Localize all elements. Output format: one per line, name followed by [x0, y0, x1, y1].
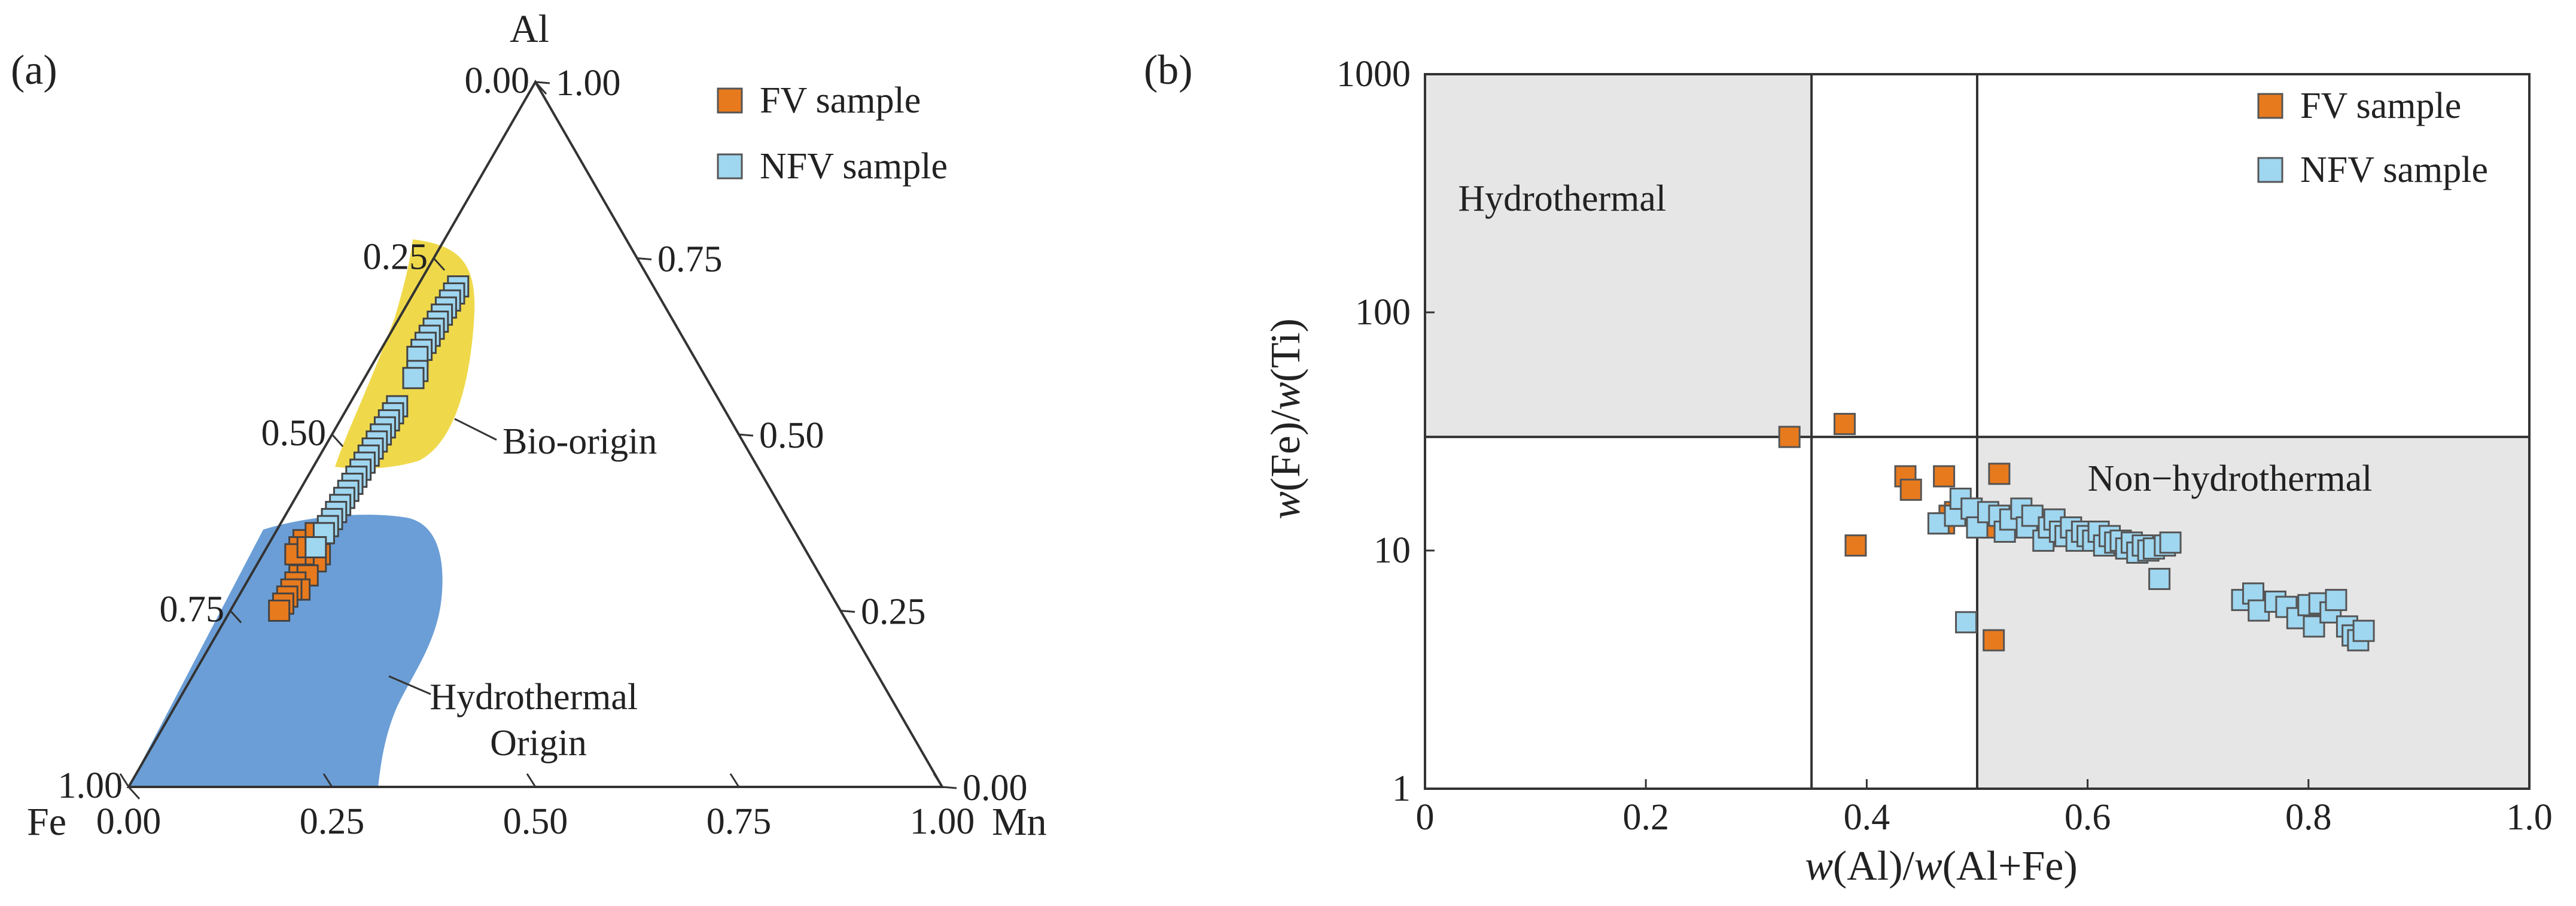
- hydrothermal-origin-label: Hydrothermal Origin: [430, 677, 647, 764]
- legend-a-nfv-marker: [717, 153, 743, 180]
- nfv-sample-point: [402, 367, 425, 390]
- bio-origin-leader-line: [454, 418, 497, 441]
- ternary-panel: (a) 0.00 0.25 0.50 0.75 1.00 1.00 0.75 0.50 0.25…: [11, 7, 1047, 844]
- y-tick-label: 1: [1392, 768, 1411, 809]
- plot-frame: [1424, 73, 2531, 790]
- bio-origin-label: Bio-origin: [503, 421, 657, 462]
- nfv-sample-point: [2148, 567, 2171, 590]
- ternary-left-tick: [433, 257, 446, 271]
- hydrothermal-origin-label-line-1: Hydrothermal: [430, 677, 638, 717]
- x-tick-label: 0.4: [1844, 797, 1890, 838]
- ternary-left-tick-label: 0.50: [261, 413, 327, 454]
- nfv-sample-point: [2352, 619, 2375, 642]
- ternary-bottom-tick: [322, 773, 333, 788]
- ternary-right-tick-label: 0.25: [861, 592, 926, 633]
- ternary-bottom-tick: [933, 773, 943, 788]
- ternary-right-tick-label: 1.00: [556, 63, 621, 104]
- panel-b-label: (b): [1144, 47, 1193, 93]
- x-tick-label: 0.6: [2065, 797, 2111, 838]
- ternary-right-tick: [738, 433, 754, 437]
- vertex-label-al: Al: [510, 7, 549, 51]
- ternary-left-tick-label: 0.75: [160, 589, 225, 630]
- vertex-label-fe: Fe: [27, 800, 66, 844]
- legend-b-fv-marker: [2257, 93, 2283, 119]
- fv-sample-point: [1983, 629, 2005, 652]
- hydrothermal-field: [1425, 74, 1812, 437]
- fv-sample-point: [1933, 465, 1956, 488]
- y-axis-title: w(Fe)/w(Ti): [1263, 318, 1309, 519]
- ternary-right-tick-label: 0.75: [657, 239, 723, 280]
- fv-sample-point: [1778, 425, 1801, 448]
- nfv-sample-point: [2325, 589, 2347, 612]
- ternary-bottom-tick: [526, 773, 537, 788]
- ternary-points: [268, 275, 470, 622]
- ternary-left-tick-label: 1.00: [58, 765, 123, 806]
- ternary-right-tick: [942, 786, 957, 789]
- scatter-legend: FV sample NFV sample: [2257, 86, 2488, 190]
- fv-sample-point: [268, 600, 291, 622]
- ternary-bottom-tick-label: 0.50: [503, 801, 568, 842]
- nfv-sample-point: [2248, 599, 2270, 622]
- ternary-left-tick-label: 0.25: [363, 237, 428, 278]
- ternary-legend: FV sample NFV sample: [717, 80, 948, 187]
- scatter-points: [1778, 412, 2375, 652]
- scatter-panel: (b) 0 0.2 0.4 0.6 0.8 1.0 1 10 100 1000 Hydrother…: [1144, 47, 2553, 889]
- ternary-left-tick: [331, 433, 344, 448]
- fv-sample-point: [1844, 534, 1867, 557]
- legend-a-fv-marker: [717, 87, 743, 114]
- axis-ticks: 0 0.2 0.4 0.6 0.8 1.0 1 10 100 1000: [1336, 54, 2553, 838]
- hydro-origin-leader-line: [388, 675, 431, 695]
- ternary-right-tick: [840, 610, 855, 613]
- ternary-ticks: 0.00 0.25 0.50 0.75 1.00 1.00 0.75 0.50 0.25 0.00…: [58, 60, 1028, 842]
- nfv-sample-point: [305, 536, 327, 558]
- fv-sample-point: [1899, 478, 1922, 501]
- y-tick-label: 100: [1355, 292, 1411, 333]
- ternary-bottom-tick-label: 0.25: [300, 801, 365, 842]
- hydrothermal-field-label: Hydrothermal: [1458, 178, 1666, 219]
- ternary-right-tick: [535, 81, 550, 84]
- x-tick-label: 0: [1416, 797, 1435, 838]
- panel-a-label: (a): [11, 47, 57, 93]
- ternary-left-tick: [127, 786, 141, 800]
- ternary-right-tick-label: 0.00: [963, 768, 1028, 808]
- vertex-label-mn: Mn: [992, 800, 1047, 844]
- ternary-bottom-tick-label: 0.75: [707, 801, 772, 842]
- fv-sample-point: [1833, 412, 1856, 435]
- divider-lines: [1425, 74, 2529, 789]
- non-hydrothermal-field-label: Non−hydrothermal: [2088, 458, 2373, 499]
- legend-b-nfv-label: NFV sample: [2300, 150, 2488, 190]
- ternary-bottom-tick: [729, 773, 740, 788]
- ternary-left-tick: [534, 81, 547, 95]
- fv-sample-point: [1988, 463, 2011, 485]
- ternary-bottom-tick-label: 0.00: [96, 801, 162, 842]
- classification-fields: [1425, 74, 2529, 789]
- hydrothermal-origin-region: [129, 515, 443, 787]
- nfv-sample-point: [1955, 611, 1978, 634]
- ternary-left-tick: [229, 610, 242, 624]
- legend-b-nfv-marker: [2257, 157, 2283, 183]
- legend-a-nfv-label: NFV sample: [760, 146, 948, 187]
- hydrothermal-origin-label-line-2: Origin: [490, 723, 587, 764]
- ternary-left-tick-label: 0.00: [465, 60, 530, 101]
- nfv-sample-point: [2159, 531, 2182, 554]
- y-tick-label: 1000: [1336, 54, 1411, 95]
- y-tick-label: 10: [1374, 530, 1411, 571]
- x-axis-title: w(Al)/w(Al+Fe): [1805, 843, 2078, 889]
- ternary-bottom-tick: [119, 773, 130, 788]
- legend-a-fv-label: FV sample: [760, 80, 921, 121]
- ternary-bottom-tick-label: 1.00: [910, 801, 975, 842]
- ternary-right-tick: [637, 257, 652, 260]
- x-tick-label: 1.0: [2506, 797, 2553, 838]
- x-tick-label: 0.8: [2285, 797, 2332, 838]
- x-tick-label: 0.2: [1622, 797, 1669, 838]
- ternary-right-tick-label: 0.50: [759, 415, 824, 456]
- legend-b-fv-label: FV sample: [2300, 86, 2461, 126]
